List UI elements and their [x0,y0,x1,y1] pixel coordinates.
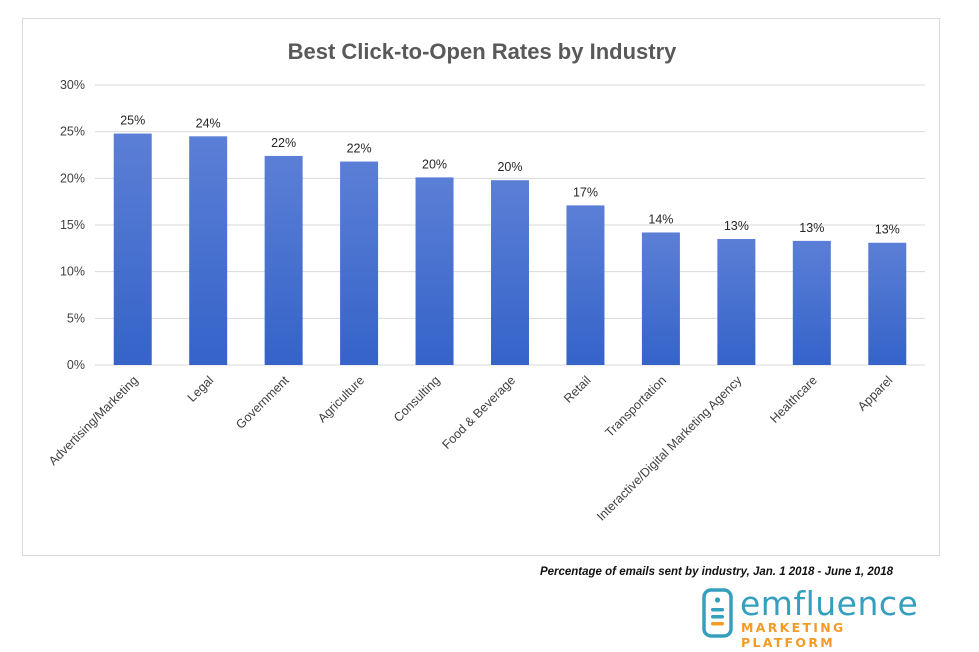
bar-chart: Best Click-to-Open Rates by Industry 0% 5… [46,39,925,524]
footnote: Percentage of emails sent by industry, J… [539,566,893,578]
chart-frame: Best Click-to-Open Rates by Industry 0% 5… [22,18,940,556]
brand-tagline: MARKETING PLATFORM [741,620,846,650]
x-tick-label: Agriculture [315,373,367,425]
bar [113,133,152,365]
data-label: 13% [799,221,824,235]
y-tick-label: 0% [67,358,85,372]
y-tick-label: 10% [60,265,85,279]
data-label: 13% [875,223,900,237]
data-label: 13% [724,219,749,233]
y-tick-label: 25% [60,125,85,139]
bar [868,242,907,365]
x-tick-label: Healthcare [767,373,820,426]
x-tick-label: Apparel [855,373,895,413]
x-tick-label: Food & Beverage [439,373,518,452]
bar [189,136,228,365]
bar [641,232,680,365]
x-tick-label: Interactive/Digital Marketing Agency [594,373,745,524]
x-tick-label: Advertising/Marketing [46,373,141,468]
emfluence-logo-icon [702,588,733,638]
brand-name: emfluence [740,584,919,623]
chart-title: Best Click-to-Open Rates by Industry [288,39,678,64]
data-label: 14% [648,212,673,226]
data-label: 22% [347,142,372,156]
bar [264,155,303,365]
x-tick-label: Consulting [391,373,443,425]
data-label: 24% [196,116,221,130]
bar [566,205,605,365]
x-tick-label: Retail [561,373,594,406]
y-tick-label: 15% [60,218,85,232]
x-tick-label: Legal [185,373,217,405]
y-tick-label: 5% [67,311,85,325]
data-label: 20% [422,157,447,171]
brand-logo: emfluence MARKETING PLATFORM [700,584,930,650]
bar [340,161,379,365]
x-tick-label: Government [233,373,292,432]
bar [792,240,831,365]
bar [415,177,454,365]
data-label: 22% [271,136,296,150]
y-tick-label: 30% [60,78,85,92]
bar [491,180,529,365]
bar [717,239,756,365]
y-tick-label: 20% [60,171,85,185]
data-label: 17% [573,185,598,199]
data-label: 20% [497,160,522,174]
x-tick-label: Transportation [602,373,669,440]
data-label: 25% [120,114,145,128]
